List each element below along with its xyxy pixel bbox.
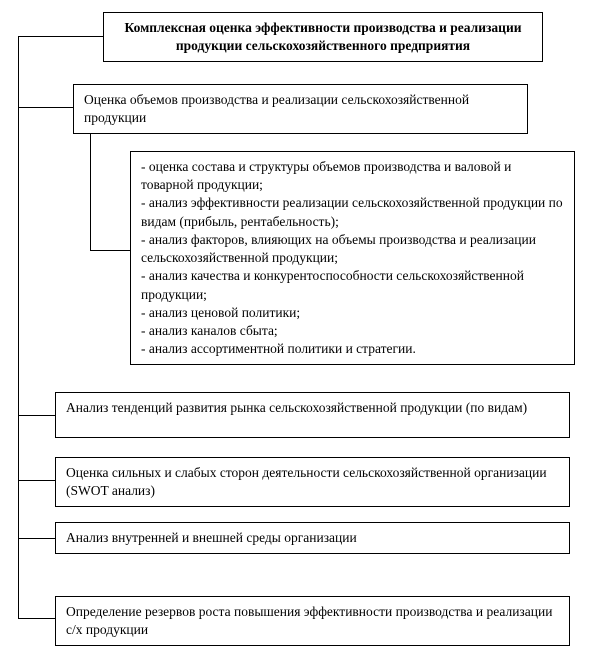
detail-line: - анализ ценовой политики;	[141, 304, 564, 322]
detail-line: - анализ каналов сбыта;	[141, 322, 564, 340]
branch-to-box5	[18, 618, 55, 619]
branch-to-details	[90, 250, 130, 251]
box-volumes: Оценка объемов производства и реализации…	[73, 84, 528, 134]
detail-line: - анализ качества и конкурентоспособност…	[141, 267, 564, 303]
details-content: - оценка состава и структуры объемов про…	[141, 158, 564, 358]
box3-text: Оценка сильных и слабых сторон деятельно…	[66, 465, 547, 498]
box-reserves: Определение резервов роста повышения эфф…	[55, 596, 570, 646]
branch-to-title	[18, 36, 103, 37]
branch-to-box3	[18, 480, 55, 481]
detail-line: - анализ факторов, влияющих на объемы пр…	[141, 231, 564, 267]
box1-text: Оценка объемов производства и реализации…	[84, 92, 469, 125]
detail-line: - оценка состава и структуры объемов про…	[141, 158, 564, 194]
branch-to-box2	[18, 415, 55, 416]
detail-line: - анализ ассортиментной политики и страт…	[141, 340, 564, 358]
box4-text: Анализ внутренней и внешней среды органи…	[66, 530, 357, 545]
details-box: - оценка состава и структуры объемов про…	[130, 151, 575, 365]
box-swot: Оценка сильных и слабых сторон деятельно…	[55, 457, 570, 507]
branch-to-box1	[18, 107, 73, 108]
title-box: Комплексная оценка эффективности произво…	[103, 12, 543, 62]
detail-line: - анализ эффективности реализации сельск…	[141, 194, 564, 230]
branch-to-box4	[18, 538, 55, 539]
box2-text: Анализ тенденций развития рынка сельскох…	[66, 400, 527, 415]
box5-text: Определение резервов роста повышения эфф…	[66, 604, 552, 637]
trunk-line	[18, 36, 19, 618]
box-trends: Анализ тенденций развития рынка сельскох…	[55, 392, 570, 438]
title-text: Комплексная оценка эффективности произво…	[124, 20, 521, 53]
box-environment: Анализ внутренней и внешней среды органи…	[55, 522, 570, 554]
